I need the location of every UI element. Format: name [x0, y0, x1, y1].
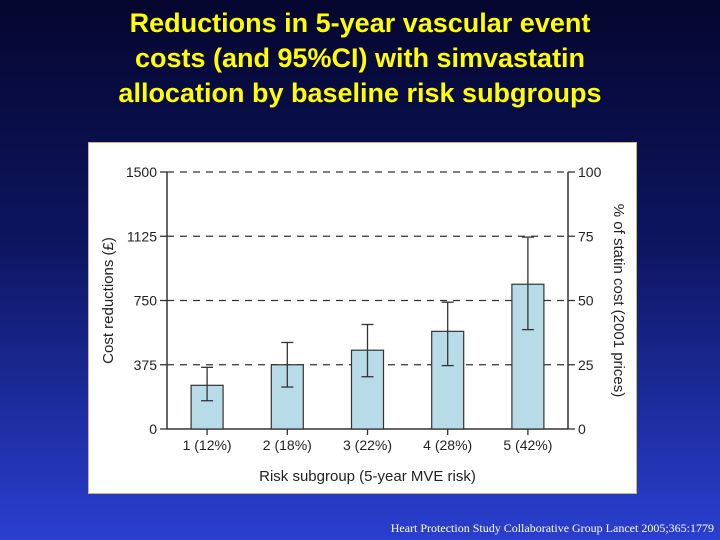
y-axis-label-right: % of statin cost (2001 prices) [610, 204, 627, 397]
bar [511, 283, 545, 430]
chart-title: Reductions in 5-year vascular event cost… [0, 6, 720, 111]
y-tick-label-left: 750 [134, 293, 158, 309]
y-tick-label-left: 1500 [126, 164, 157, 180]
y-tick-label-right: 75 [578, 228, 594, 244]
y-tick-label-right: 0 [578, 421, 586, 437]
x-tick-label: 2 (18%) [263, 437, 312, 453]
y-tick-label-left: 375 [134, 357, 158, 373]
bar-chart: 0 0 375 25 750 50 1125 75 1500 100 1 (12%) 2 (18%) 3… [100, 164, 627, 485]
title-line-1: Reductions in 5-year vascular event [129, 8, 591, 38]
y-tick-label-left: 0 [149, 421, 157, 437]
y-axis-label: Cost reductions (£) [100, 237, 117, 364]
x-tick-label: 3 (22%) [343, 437, 392, 453]
title-line-2: costs (and 95%CI) with simvastatin [134, 43, 586, 73]
chart-panel: 0 0 375 25 750 50 1125 75 1500 100 1 (12%) 2 (18%) 3… [88, 142, 637, 494]
title-line-3: allocation by baseline risk subgroups [118, 78, 602, 108]
x-tick-label: 5 (42%) [503, 437, 552, 453]
y-tick-label-right: 50 [578, 293, 594, 309]
y-tick-label-right: 100 [578, 164, 602, 180]
source-citation: Heart Protection Study Collaborative Gro… [390, 521, 714, 535]
x-tick-label: 4 (28%) [423, 437, 472, 453]
y-tick-label-right: 25 [578, 357, 594, 373]
x-tick-label: 1 (12%) [183, 437, 232, 453]
y-tick-label-left: 1125 [127, 228, 157, 244]
x-axis-label: Risk subgroup (5-year MVE risk) [259, 468, 476, 485]
